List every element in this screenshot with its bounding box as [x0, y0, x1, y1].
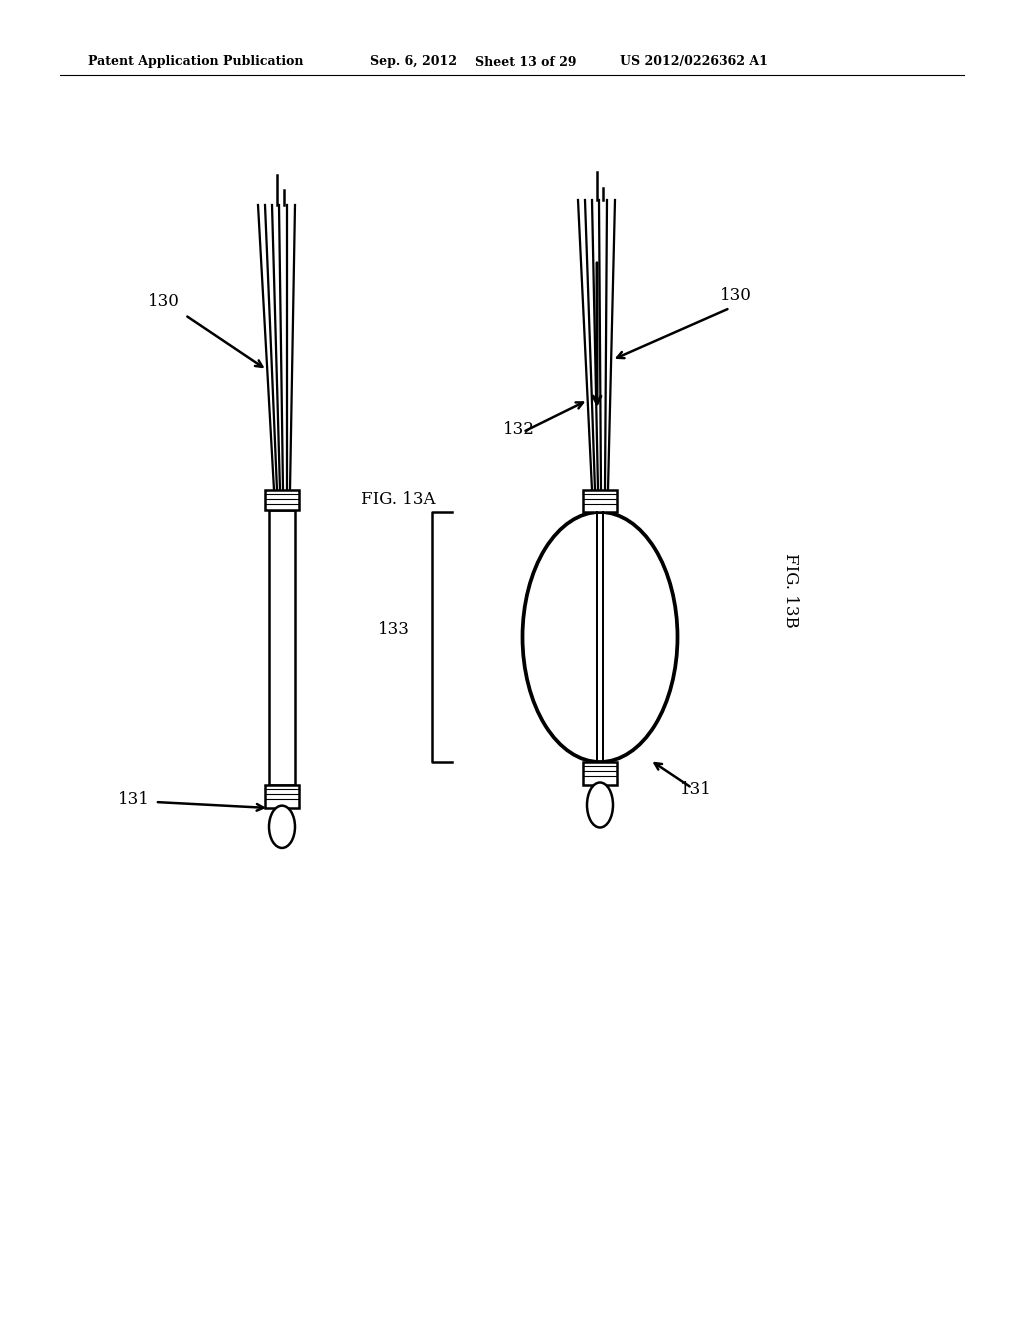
Ellipse shape — [587, 783, 613, 828]
Bar — [583, 762, 617, 785]
Text: Sheet 13 of 29: Sheet 13 of 29 — [475, 55, 577, 69]
Text: 133: 133 — [378, 622, 410, 639]
Text: Sep. 6, 2012: Sep. 6, 2012 — [370, 55, 457, 69]
Text: 131: 131 — [680, 781, 712, 799]
Text: FIG. 13B: FIG. 13B — [781, 553, 799, 627]
Bar — [269, 510, 295, 785]
Ellipse shape — [522, 512, 678, 762]
Text: 130: 130 — [720, 286, 752, 304]
Text: 132: 132 — [503, 421, 535, 438]
Text: US 2012/0226362 A1: US 2012/0226362 A1 — [620, 55, 768, 69]
Bar — [265, 785, 299, 808]
Bar — [583, 490, 617, 512]
Bar — [265, 490, 299, 510]
Text: 131: 131 — [118, 792, 150, 808]
Text: FIG. 13A: FIG. 13A — [360, 491, 435, 508]
Text: 130: 130 — [148, 293, 180, 310]
Ellipse shape — [269, 805, 295, 847]
Text: Patent Application Publication: Patent Application Publication — [88, 55, 303, 69]
